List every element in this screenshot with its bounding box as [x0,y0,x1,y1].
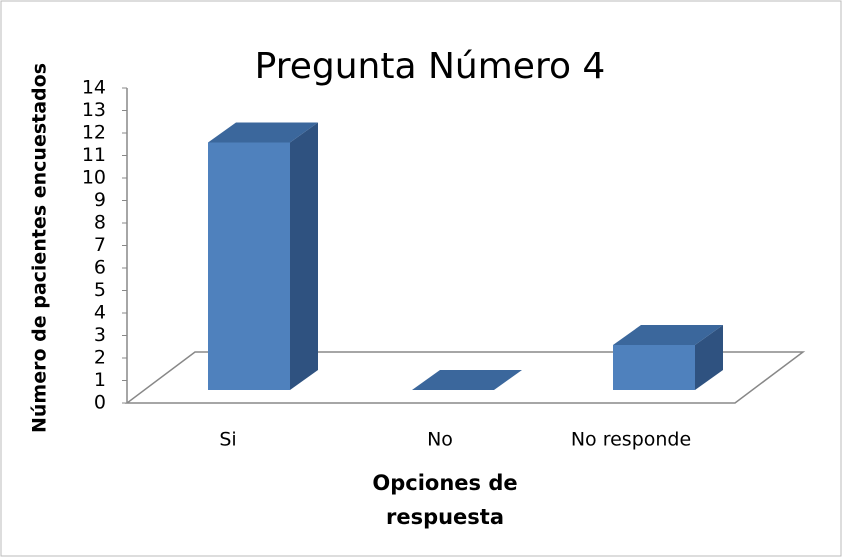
bar-top [208,122,318,143]
x-axis-label: Opciones de respuesta [372,471,518,529]
y-tick-label: 9 [94,189,106,211]
y-tick-label: 1 [94,369,106,391]
y-tick-label: 11 [82,144,106,166]
bar [613,345,695,390]
floor [124,351,806,404]
x-tick-label: Si [219,429,236,451]
y-tick-label: 12 [82,122,106,144]
bar-side [290,122,318,390]
bar-side [695,325,723,390]
y-tick-label: 13 [82,99,106,121]
y-tick-label: 3 [94,324,106,346]
y-tick-label: 5 [94,279,106,301]
y-tick-label: 8 [94,212,106,234]
y-tick-label: 2 [94,347,106,369]
bar [208,142,290,390]
y-tick-label: 4 [94,302,106,324]
y-tick-label: 7 [94,234,106,256]
y-tick-label: 14 [82,77,106,99]
x-tick-label: No responde [571,429,691,451]
x-tick-label: No [427,429,453,451]
bar-top [412,370,522,390]
y-axis-label: Número de pacientes encuestados [29,63,51,433]
y-tick-label: 6 [94,257,106,279]
bar-top [613,325,723,345]
chart-title: Pregunta Número 4 [255,46,606,87]
y-tick-label: 0 [94,392,106,414]
y-tick-label: 10 [82,167,106,189]
